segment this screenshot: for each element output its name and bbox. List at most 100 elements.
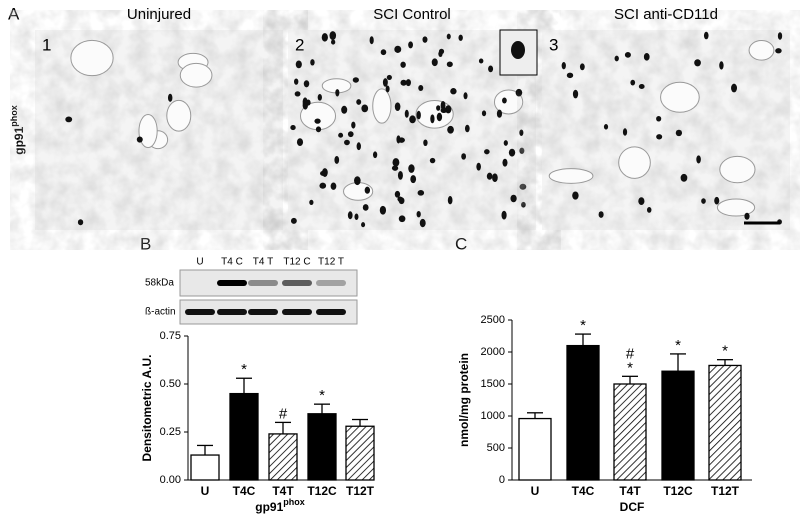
significance-mark: * [675,337,681,354]
stained-cell [408,164,415,173]
blot-band [248,309,278,315]
stained-cell [405,79,411,87]
stained-cell [294,78,299,85]
vessel [660,81,700,113]
x-axis-label: DCF [620,500,645,514]
stained-cell [398,215,406,223]
y-tick-label: 1000 [481,410,505,422]
stained-cell [502,158,508,167]
stained-cell [294,91,301,97]
stained-cell [502,97,507,104]
y-tick-label: 0.75 [160,330,181,342]
x-tick-label: T4C [572,484,595,498]
panel-label: C [455,234,467,253]
stained-cell [295,60,302,69]
stained-cell [440,101,446,110]
vessel [138,113,158,149]
stained-cell [321,33,328,42]
stained-cell [422,36,428,43]
significance-mark: * [627,359,633,376]
stained-cell [309,199,314,206]
vessel [618,146,651,179]
blot-lane-label: T4 C [221,257,243,268]
stained-cell [397,171,403,180]
blot-lane-label: T12 C [283,257,310,268]
stained-cell [519,129,524,137]
x-axis-label-text: gp91 [255,500,283,514]
significance-mark: * [241,361,247,378]
stained-cell [501,210,507,220]
stained-cell [624,52,631,58]
x-axis-label: gp91phox [255,497,305,514]
blot-lane-label: U [196,257,203,268]
stained-cell [436,112,443,122]
stained-cell [314,118,321,124]
stained-cell [356,99,362,105]
stained-cell [65,116,73,123]
stained-cell [579,63,585,71]
stained-cell [341,105,348,114]
stained-cell [694,59,701,67]
stained-cell [364,186,371,194]
stained-cell [429,157,436,164]
stained-cell [331,39,336,45]
blot-band [217,309,247,315]
y-tick-label: 2000 [481,346,505,358]
y-tick-label: 0.00 [160,474,181,486]
blot-band [316,280,346,286]
stained-cell [380,49,387,56]
blot-band [282,309,312,315]
y-tick-label: 0.25 [160,426,181,438]
stained-cell [777,32,783,40]
stained-cell [503,140,508,146]
significance-mark: * [580,317,586,334]
stained-cell [464,124,470,133]
row-label-sup: phox [9,105,19,127]
stained-cell [394,45,402,53]
stained-cell [351,121,356,129]
vessel [166,99,192,132]
stained-cell [354,176,361,186]
stained-cell [417,190,425,196]
stained-cell [136,136,143,143]
x-tick-label: T12C [307,484,337,498]
stained-cell [167,93,173,102]
y-tick-label: 0.50 [160,378,181,390]
stained-cell [396,135,401,144]
vessel [716,198,756,217]
stained-cell [496,109,503,118]
micrographs: 1 Uninjured 2 SCI Control 3 SCI anti-CD11d [35,6,790,230]
stained-cell [519,183,527,190]
y-tick-label: 1500 [481,378,505,390]
bar [229,392,259,481]
stained-cell [492,173,498,183]
row-label: gp91phox [9,105,26,155]
stained-cell [458,34,463,41]
stained-cell [369,36,374,45]
stained-cell [463,92,468,100]
stained-cell [379,205,387,215]
bar [661,370,695,481]
x-tick-label: T12T [346,484,375,498]
stained-cell [508,148,516,157]
stained-cell [430,114,435,124]
stained-cell [385,85,390,93]
stained-cell [315,126,322,133]
image-number: 3 [549,35,558,54]
stained-cell [744,212,750,220]
stained-cell [404,109,409,118]
vessel [548,168,594,184]
stained-cell [319,182,327,189]
stained-cell [461,153,467,160]
stained-cell [438,50,443,58]
stained-cell [296,138,304,147]
x-tick-label: U [531,484,540,498]
vessel [493,89,524,115]
stained-cell [400,79,407,86]
stained-cell [409,115,416,124]
stained-cell [731,83,738,93]
stained-cell [603,124,609,130]
y-tick-label: 500 [487,442,505,454]
stained-cell [572,191,579,200]
y-tick-label: 2500 [481,314,505,326]
